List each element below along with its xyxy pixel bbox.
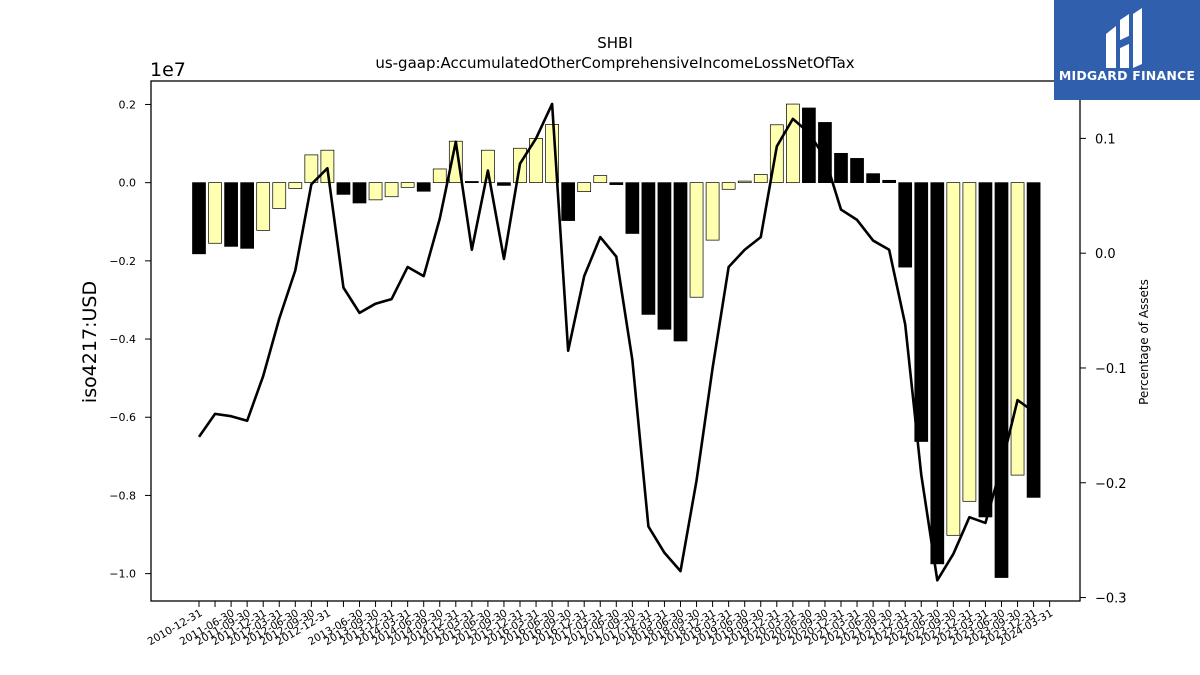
bar [240, 182, 254, 249]
bar [930, 182, 945, 565]
plot-frame [150, 80, 1081, 602]
bar [625, 182, 640, 234]
bar [561, 182, 576, 221]
bar [657, 182, 672, 330]
bar [416, 182, 431, 192]
bar [336, 182, 351, 195]
bar [609, 182, 624, 185]
bar [208, 182, 222, 244]
logo-text: MIDGARD FINANCE [1058, 68, 1196, 83]
bar [432, 168, 447, 184]
bar [288, 182, 303, 189]
bar [1010, 182, 1025, 476]
y2-tick-label: −0.3 [1095, 592, 1127, 607]
y2-tick-label: −0.1 [1095, 362, 1127, 377]
bar [497, 182, 511, 186]
y-ticks: 0.2 0.0 −0.2 −0.4 −0.6 −0.8 −1.0 [109, 98, 151, 581]
bar [753, 174, 768, 184]
y2-tick-label: −0.2 [1095, 477, 1127, 492]
bar [834, 152, 848, 184]
y-tick-label: −1.0 [109, 568, 136, 581]
bar [914, 182, 929, 442]
bar [994, 182, 1009, 578]
bar [673, 182, 688, 342]
bar [368, 182, 383, 201]
series-line [197, 102, 1035, 582]
bar [384, 182, 399, 198]
logo-mark-icon [1106, 8, 1142, 68]
x-ticks: 2010-12-312011-06-302011-09-302011-12-31… [146, 601, 1055, 648]
chart-title: SHBI [597, 34, 633, 52]
bar [898, 182, 913, 268]
y2-tick-label: 0.1 [1095, 132, 1116, 147]
bar [689, 182, 704, 298]
y-tick-label: −0.4 [109, 333, 136, 346]
y-offset-label: 1e7 [150, 59, 186, 81]
bar [641, 182, 656, 315]
y-tick-label: 0.0 [119, 177, 137, 190]
y-tick-label: 0.2 [119, 98, 137, 111]
bar [962, 182, 977, 502]
bar [1026, 182, 1041, 498]
bar [272, 182, 287, 209]
bar [481, 149, 495, 183]
y2-axis-label: Percentage of Assets [1137, 279, 1151, 405]
bar [785, 103, 800, 184]
y-axis-label: iso4217:USD [79, 281, 101, 403]
bar [850, 158, 864, 184]
y-tick-label: −0.2 [109, 255, 136, 268]
bar [465, 181, 479, 183]
bar [946, 182, 961, 536]
bar [224, 182, 238, 247]
y-tick-label: −0.8 [109, 489, 136, 502]
bar [320, 149, 335, 183]
bar [978, 182, 993, 518]
midgard-finance-logo: MIDGARD FINANCE [1054, 0, 1200, 100]
bar [802, 107, 816, 184]
chart-subtitle: us-gaap:AccumulatedOtherComprehensiveInc… [375, 54, 854, 72]
bar [400, 182, 415, 188]
bar [737, 180, 752, 183]
bar [577, 182, 592, 192]
bar [866, 173, 880, 184]
bar [721, 182, 736, 190]
bar [256, 182, 271, 231]
bar [593, 175, 608, 184]
bar [192, 182, 206, 255]
bar [882, 179, 897, 184]
y2-ticks: 0.1 0.0 −0.1 −0.2 −0.3 [1080, 132, 1127, 607]
y2-tick-label: 0.0 [1095, 247, 1116, 262]
bar [705, 182, 720, 241]
y-tick-label: −0.6 [109, 411, 136, 424]
bar [352, 182, 367, 204]
